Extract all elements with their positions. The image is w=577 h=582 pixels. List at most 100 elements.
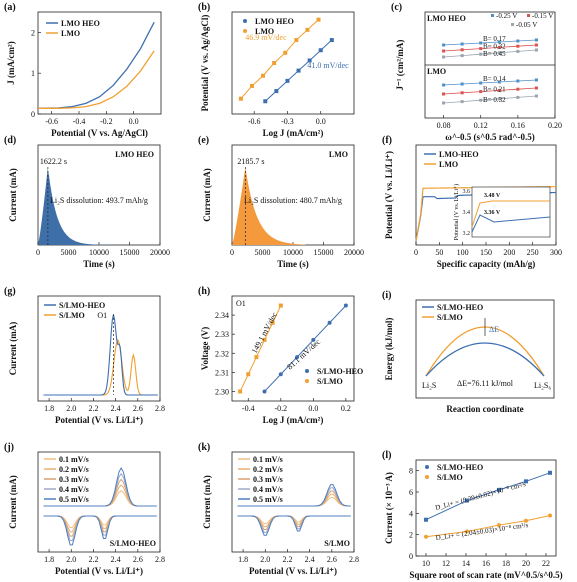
data-point [534,48,538,52]
inset-tick-label: 3.6 [463,189,471,195]
x-tick-label: 2.2 [282,555,292,564]
data-point [263,99,268,104]
legend-entry: LMO [439,160,458,169]
x-tick-label: 0.08 [437,121,451,130]
y-tick-label: 4 [409,509,413,518]
x-axis-label: Specific capacity (mAh/g) [437,259,535,269]
subplot-title: LMO [427,67,446,76]
x-tick-label: 0 [36,248,40,257]
y-tick-label: 2.32 [215,349,229,358]
x-tick-label: 20 [522,559,530,568]
panel-label: (f) [382,135,392,146]
y-tick-label: 8 [409,467,413,476]
x-tick-label: 10 [422,559,430,568]
data-point [307,58,312,63]
x-tick-label: 2.2 [88,555,98,564]
fit-line [239,305,282,392]
data-point [318,48,323,53]
legend-entry: S/LMO [437,473,463,482]
x-tick-label: -0.2 [100,117,113,126]
panel-label: (a) [4,2,16,13]
y-axis-label: J (mA/cm²) [6,41,16,84]
data-point [238,389,243,394]
x-tick-label: 1.8 [44,404,54,413]
x-tick-label: 2.8 [349,555,359,564]
data-point [442,43,446,47]
x-tick-label: 250 [527,248,539,257]
panel-title: LMO HEO [115,150,154,159]
y-tick-label: 2 [409,531,413,540]
x-tick-label: 5000 [255,248,271,257]
data-point [516,49,520,53]
x-tick-label: 16 [482,559,490,568]
data-point [295,355,300,360]
data-point [285,78,290,83]
data-point [272,61,277,65]
legend-entry: 0.2 mV/s [253,465,283,474]
y-tick-label: 0 [31,110,35,119]
legend-entry: S/LMO-HEO [59,301,105,310]
y-axis-label: J⁻¹ (cm²/mA) [395,40,405,91]
fit-line [443,87,537,95]
panel-c: (c) 0.08 0.12 0.16 0.20 ω^-0.5 (s^0.5 rad^-0.… [391,2,562,142]
data-point [465,529,469,534]
data-point [261,73,266,78]
x-axis-label: Potential (V vs. Li/Li⁺) [249,566,337,576]
series-line-heo [43,314,158,396]
legend-entry: 0.2 mV/s [59,465,89,474]
x-tick-label: 15000 [120,248,140,257]
panel-label: (g) [4,286,16,297]
b-value-label: B= 0.45 [483,50,506,58]
panel-label: (j) [4,442,14,453]
cv-trace [237,515,351,536]
fit-line [443,95,537,104]
panel-tag: S/LMO [324,539,350,548]
x-tick-label: 0.0 [129,117,139,126]
x-tick-label: 0.0 [316,117,326,126]
inset-tick-label: 3.2 [463,231,471,237]
panel-f: (f) 0 50 100 150 200 250 300 Specific capacity (… [382,135,562,269]
x-axis-label: Potential (V vs. Ag/AgCl) [51,128,148,138]
y-tick-label: 2.34 [215,311,229,320]
peak-label: 1622.2 s [40,157,67,166]
y-tick-label: 2.31 [215,368,229,377]
diffusion-annotation: D_Li+ = (2.04±0.03)×10⁻⁸ cm²/s [435,521,529,542]
legend-entry: S/LMO [437,313,463,322]
panel-j: (j) 1.8 2.0 2.2 2.4 2.6 2.8 Potential (V vs. Li… [4,442,165,576]
data-point [262,337,267,342]
panel-h: (h) -0.4 -0.2 0.0 0.2 Log J (mA/cm²) 2.30 2.31 2… [198,286,363,425]
y-tick-label: 2 [31,28,35,37]
panel-g: (g) 1.8 2.0 2.2 2.4 2.6 2.8 Potential (V vs. Li… [4,286,165,425]
legend-marker [527,14,530,17]
panel-label: (k) [198,442,210,453]
x-axis-label: Potential (V vs. Li/Li⁺) [55,415,143,425]
x-tick-label: 2.4 [111,404,121,413]
x-tick-label: 10000 [89,248,109,257]
inset-frame [471,186,551,238]
data-point [294,38,299,43]
data-point [460,91,464,95]
peak-tag: O1 [97,311,107,320]
y-axis-label: Potential (V vs. Ag/AgCl) [200,15,210,112]
data-point [479,47,483,51]
x-tick-label: 15000 [314,248,334,257]
diffusion-annotation: D_Li+ = (8.39±0.02)×10⁻⁸ cm²/s [434,480,526,512]
legend-entry: S/LMO-HEO [437,303,483,312]
inset-tick-label: 3.4 [463,210,471,216]
legend-entry: S/LMO [317,377,343,386]
data-point [479,98,483,102]
data-point [278,372,283,377]
x-tick-label: 300 [550,248,562,257]
fit-line [443,44,537,52]
legend-marker [305,379,309,383]
x-tick-label: 0 [230,248,234,257]
data-point [246,372,251,377]
legend-entry: -0.25 V [496,12,517,20]
data-point [497,40,501,44]
x-tick-label: 50 [435,248,443,257]
x-tick-label: 18 [502,559,510,568]
x-tick-label: 2.4 [111,555,121,564]
delta-label: ΔE [489,325,499,334]
data-point [442,83,446,87]
x-axis-label: Log J (mA/cm²) [263,128,324,138]
